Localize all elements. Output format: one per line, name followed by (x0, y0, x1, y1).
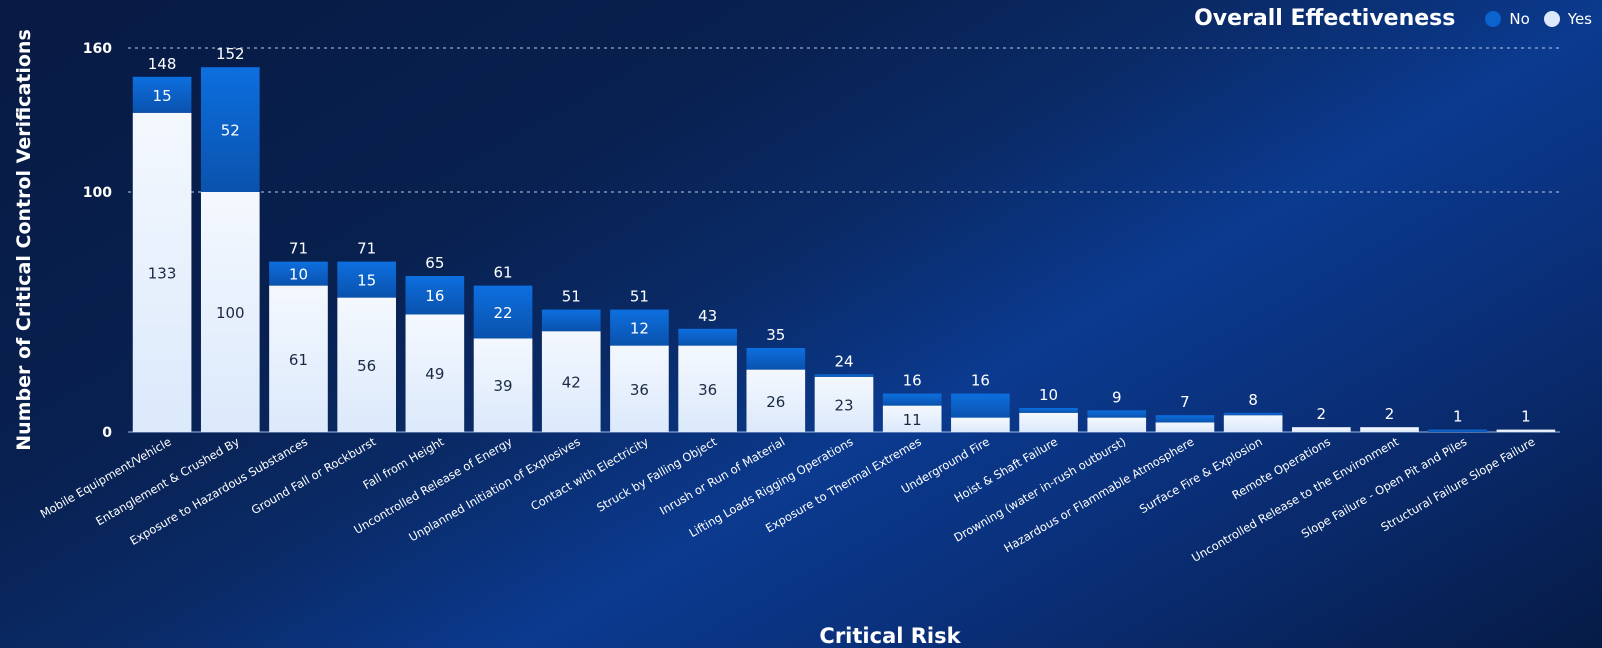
legend-item-no[interactable]: No (1485, 9, 1530, 28)
bar-yes (473, 338, 533, 432)
y-tick-label: 100 (83, 185, 112, 201)
bar-no (1087, 410, 1147, 418)
bar-no (541, 309, 601, 332)
bar-yes (269, 285, 328, 432)
y-tick-label: 0 (102, 425, 112, 441)
bar-yes (1496, 429, 1556, 432)
bar-total-label: 148 (148, 55, 177, 73)
bar-total-label: 51 (630, 288, 649, 306)
bar-yes (678, 345, 737, 432)
bar-label-yes: 42 (562, 374, 581, 392)
bar-total-label: 1 (1453, 408, 1463, 426)
bar-label-no: 52 (221, 122, 240, 140)
bar-total-label: 10 (1039, 386, 1058, 404)
bar-yes (610, 345, 669, 432)
bar-label-no: 10 (289, 266, 308, 284)
bar-no (814, 374, 874, 377)
bar-total-label: 7 (1180, 393, 1190, 411)
legend-label-no: No (1509, 9, 1530, 28)
bar-total-label: 9 (1112, 388, 1122, 406)
bar-yes (1019, 412, 1078, 432)
bar-total-label: 2 (1385, 405, 1395, 423)
y-axis-title: Number of Critical Control Verifications (13, 29, 35, 451)
bar-no (1428, 429, 1488, 432)
x-tick-label: Surface Fire & Explosion (1137, 434, 1265, 516)
bar-label-yes: 26 (766, 393, 785, 411)
bar-no (951, 393, 1010, 418)
bar-yes (882, 405, 942, 432)
legend-swatch-yes (1543, 10, 1560, 27)
bar-total-label: 61 (494, 264, 513, 282)
bar-total-label: 71 (289, 240, 308, 258)
x-axis-title: Critical Risk (819, 624, 961, 648)
legend: Overall Effectiveness No Yes (1194, 6, 1592, 31)
bar-label-yes: 133 (148, 264, 177, 282)
y-tick-label: 160 (83, 41, 112, 57)
bar-yes (746, 369, 806, 432)
x-tick-label: Inrush or Run of Material (657, 434, 787, 517)
bar-no (1019, 408, 1078, 413)
bar-no (337, 261, 396, 298)
bar-no (882, 393, 942, 406)
bar-no (746, 348, 806, 370)
bar-yes (405, 314, 465, 432)
bar-no (1223, 412, 1283, 416)
bar-yes (814, 376, 874, 432)
bar-label-yes: 39 (494, 377, 513, 395)
bar-total-label: 24 (834, 352, 853, 370)
legend-item-yes[interactable]: Yes (1543, 9, 1592, 28)
bar-yes (1292, 427, 1351, 432)
bar-label-yes: 36 (630, 381, 649, 399)
bar-total-label: 16 (903, 372, 922, 390)
bar-total-label: 43 (698, 307, 717, 325)
bar-total-label: 65 (425, 254, 444, 272)
bar-label-yes: 49 (425, 365, 444, 383)
bar-yes (1223, 415, 1283, 432)
bar-yes (1155, 422, 1215, 432)
legend-label-yes: Yes (1567, 9, 1592, 28)
bar-label-yes: 23 (834, 396, 853, 414)
bar-label-no: 12 (630, 320, 649, 338)
x-tick-label: Ground Fall or Rockburst (249, 434, 379, 517)
bar-label-no: 22 (494, 304, 513, 322)
legend-swatch-no (1485, 10, 1502, 27)
bar-total-label: 1 (1521, 408, 1531, 426)
bar-label-yes: 61 (289, 351, 308, 369)
bar-yes (1087, 417, 1147, 432)
legend-title: Overall Effectiveness (1194, 6, 1456, 31)
bar-no (473, 285, 533, 339)
bar-label-yes: 100 (216, 304, 245, 322)
bar-label-no: 15 (153, 87, 172, 105)
bar-total-label: 35 (766, 326, 785, 344)
bar-total-label: 8 (1248, 391, 1258, 409)
bar-label-yes: 36 (698, 381, 717, 399)
bar-no (200, 67, 260, 192)
bar-yes (951, 417, 1010, 432)
bar-total-label: 16 (971, 372, 990, 390)
bar-label-yes: 56 (357, 357, 376, 375)
bar-no (269, 261, 328, 286)
x-tick-label: Struck by Falling Object (594, 434, 719, 514)
x-tick-label: Contact with Electricity (528, 434, 651, 513)
bar-yes (337, 297, 396, 432)
bar-no (132, 76, 192, 113)
bar-no (405, 276, 465, 315)
bar-total-label: 51 (562, 288, 581, 306)
bar-no (1155, 415, 1215, 423)
bar-yes (132, 112, 192, 433)
bar-label-yes: 11 (903, 411, 922, 429)
bar-no (610, 309, 669, 346)
bar-total-label: 152 (216, 45, 245, 63)
bar-no (678, 328, 737, 346)
bar-label-no: 16 (425, 287, 444, 305)
bar-total-label: 71 (357, 240, 376, 258)
bar-total-label: 2 (1317, 405, 1327, 423)
bar-yes (200, 192, 260, 432)
bar-yes (1360, 427, 1419, 432)
bar-label-no: 15 (357, 272, 376, 290)
bar-yes (541, 331, 601, 432)
